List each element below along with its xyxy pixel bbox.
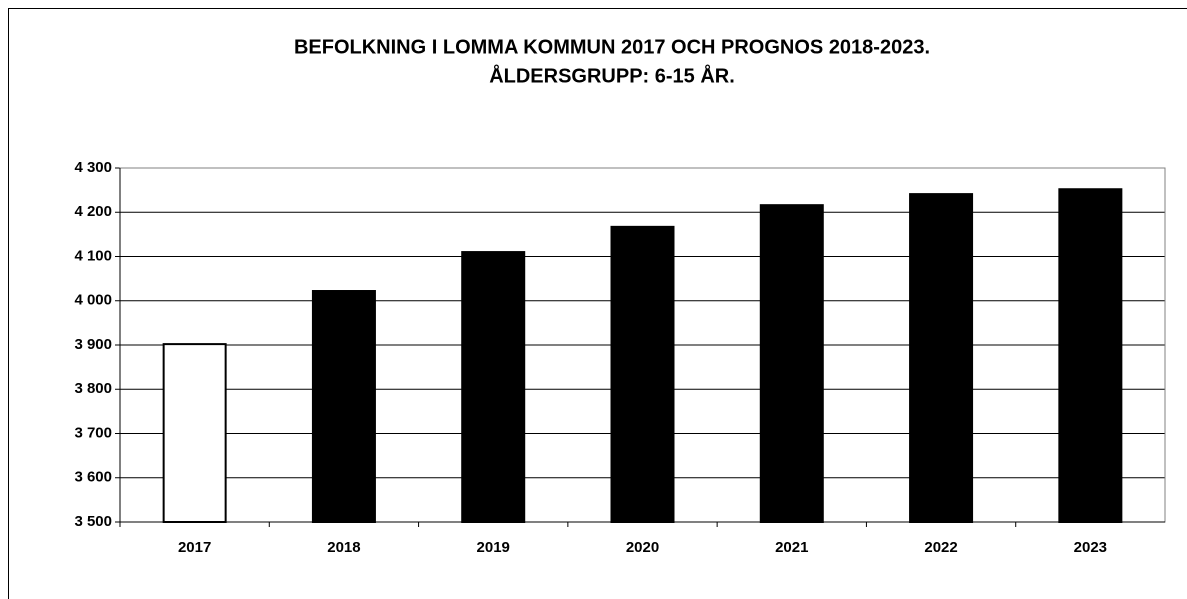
chart-frame xyxy=(8,8,1187,599)
y-tick-label: 3 700 xyxy=(74,424,112,441)
bar xyxy=(1058,188,1123,524)
y-tick-label: 4 000 xyxy=(74,292,112,309)
y-tick-label: 3 900 xyxy=(74,336,112,353)
y-tick-label: 4 200 xyxy=(74,203,112,220)
bar xyxy=(162,343,227,523)
x-tick-label: 2022 xyxy=(924,539,957,556)
y-tick-label: 3 600 xyxy=(74,469,112,486)
bar xyxy=(311,290,376,524)
y-tick-label: 4 300 xyxy=(74,159,112,176)
bar xyxy=(759,204,824,523)
x-tick-label: 2017 xyxy=(178,539,211,556)
x-tick-label: 2023 xyxy=(1074,539,1107,556)
x-tick-label: 2019 xyxy=(477,539,510,556)
x-tick-label: 2018 xyxy=(327,539,360,556)
chart-subtitle: ÅLDERSGRUPP: 6-15 ÅR. xyxy=(489,63,735,87)
y-tick-label: 3 500 xyxy=(74,513,112,530)
bar xyxy=(909,193,974,523)
y-tick-label: 4 100 xyxy=(74,247,112,264)
bar xyxy=(610,225,675,523)
x-tick-label: 2020 xyxy=(626,539,659,556)
bar xyxy=(461,251,526,523)
x-tick-label: 2021 xyxy=(775,539,808,556)
chart-title: BEFOLKNING I LOMMA KOMMUN 2017 OCH PROGN… xyxy=(294,36,930,58)
y-tick-label: 3 800 xyxy=(74,380,112,397)
